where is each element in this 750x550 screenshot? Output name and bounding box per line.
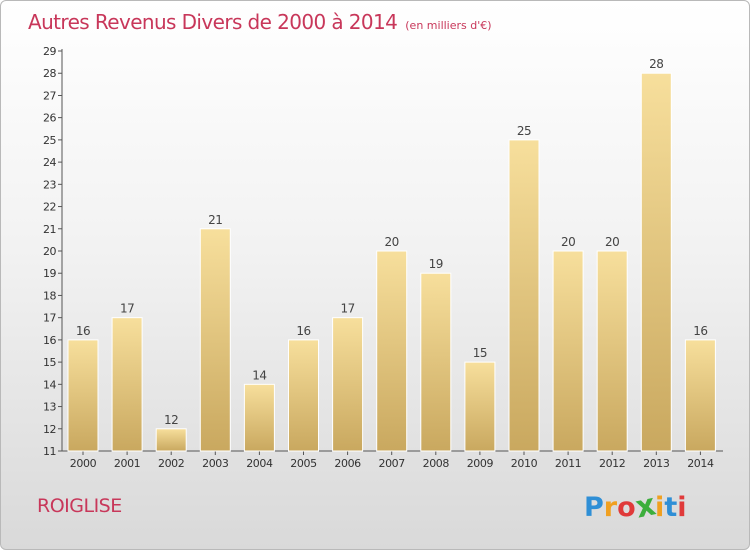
logo-letter: i — [677, 492, 687, 523]
x-tick-label: 2008 — [423, 457, 450, 470]
bar-2006 — [332, 317, 364, 452]
data-label: 17 — [120, 302, 134, 316]
y-tick-label: 28 — [43, 67, 56, 80]
bar-2007 — [376, 250, 408, 452]
data-label: 20 — [385, 235, 399, 249]
x-tick-label: 2011 — [555, 457, 581, 470]
x-tick-label: 2014 — [687, 457, 714, 470]
data-label: 20 — [561, 235, 575, 249]
bar-2002 — [155, 428, 187, 452]
x-tick-label: 2012 — [599, 457, 625, 470]
x-tick-label: 2007 — [378, 457, 405, 470]
data-labels: 16 17 12 21 14 16 17 20 19 15 25 20 20 28 16 — [76, 57, 708, 427]
y-tick-label: 19 — [43, 267, 56, 280]
data-label: 12 — [164, 413, 178, 427]
proxiti-logo[interactable]: Proxiti — [584, 487, 687, 525]
y-tick-label: 13 — [43, 401, 56, 414]
data-label: 19 — [429, 257, 443, 271]
x-tick-label: 2000 — [70, 457, 97, 470]
data-label: 16 — [693, 324, 707, 338]
data-label: 25 — [517, 124, 531, 138]
bar-2010 — [508, 139, 540, 452]
x-tick-label: 2013 — [643, 457, 670, 470]
chart-title: Autres Revenus Divers de 2000 à 2014 (en … — [28, 10, 492, 34]
bar-2012 — [596, 250, 628, 452]
data-label: 14 — [252, 368, 266, 382]
data-label: 16 — [296, 324, 310, 338]
bars — [67, 72, 716, 452]
x-tick-label: 2009 — [467, 457, 494, 470]
data-label: 20 — [605, 235, 619, 249]
x-axis: 2000 2001 2002 2003 2004 2005 2006 2007 2008 2009… — [62, 450, 723, 470]
x-tick-label: 2003 — [202, 457, 229, 470]
bar-2014 — [684, 339, 716, 452]
commune-name: ROIGLISE — [37, 495, 122, 517]
y-tick-label: 25 — [43, 134, 56, 147]
logo-letter: o — [617, 492, 636, 523]
x-tick-label: 2002 — [158, 457, 184, 470]
y-tick-label: 14 — [43, 378, 56, 391]
y-tick-label: 21 — [43, 223, 56, 236]
y-tick-label: 15 — [43, 356, 56, 369]
logo-letter: P — [584, 492, 604, 523]
bar-2011 — [552, 250, 584, 452]
y-tick-label: 12 — [43, 423, 56, 436]
bar-2004 — [243, 383, 275, 452]
bar-2005 — [288, 339, 319, 452]
chart-unit-note: (en milliers d'€) — [405, 19, 492, 32]
x-tick-label: 2004 — [246, 457, 273, 470]
data-label: 15 — [473, 346, 487, 360]
y-tick-label: 16 — [43, 334, 56, 347]
y-tick-label: 17 — [43, 312, 56, 325]
logo-letter: i — [655, 492, 665, 523]
logo-letter: r — [603, 492, 618, 523]
x-tick-label: 2001 — [114, 457, 140, 470]
bar-2013 — [640, 72, 672, 452]
y-tick-label: 27 — [43, 89, 56, 102]
x-tick-label: 2010 — [511, 457, 538, 470]
y-tick-label: 26 — [43, 112, 56, 125]
logo-letter: t — [664, 492, 678, 523]
bar-2009 — [464, 361, 496, 452]
data-label: 17 — [340, 302, 354, 316]
y-tick-label: 20 — [43, 245, 56, 258]
x-tick-label: 2006 — [334, 457, 361, 470]
data-label: 16 — [76, 324, 90, 338]
data-label: 28 — [649, 57, 663, 71]
y-tick-label: 24 — [43, 156, 56, 169]
chart-title-text: Autres Revenus Divers de 2000 à 2014 — [28, 10, 398, 34]
x-tick-label: 2005 — [290, 457, 317, 470]
bar-2003 — [199, 228, 231, 452]
bar-2001 — [111, 317, 143, 452]
data-label: 21 — [208, 213, 222, 227]
y-tick-label: 22 — [43, 201, 56, 214]
bar-2000 — [67, 339, 99, 452]
y-tick-label: 29 — [43, 45, 56, 58]
y-axis: 11 12 13 14 15 16 17 18 19 20 21 22 23 24 25 26 27 28 29 — [43, 45, 63, 458]
y-tick-label: 18 — [43, 289, 56, 302]
y-tick-label: 23 — [43, 178, 56, 191]
bar-2008 — [420, 272, 452, 452]
y-tick-label: 11 — [43, 445, 56, 458]
